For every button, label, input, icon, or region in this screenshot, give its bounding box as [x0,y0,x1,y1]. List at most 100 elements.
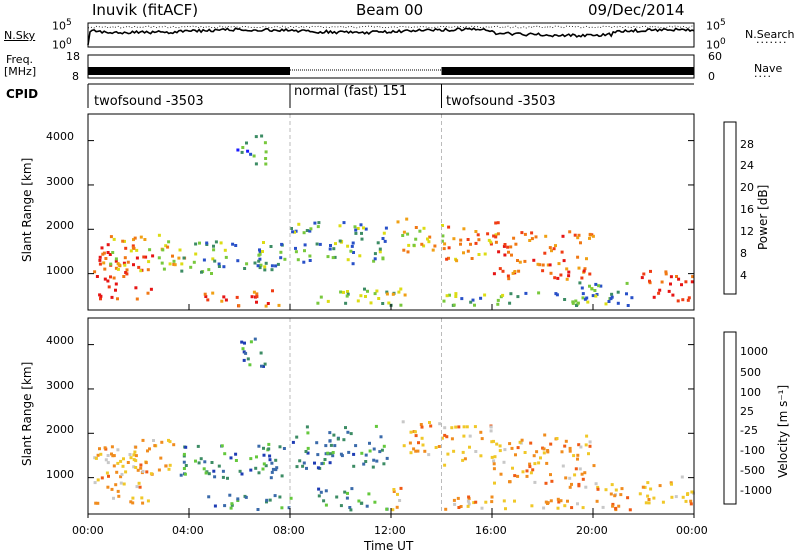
heatmap-cell [557,262,561,266]
heatmap-cell [213,475,217,479]
heatmap-cell [644,501,648,505]
heatmap-cell [140,496,144,500]
power-ytick-3000: 3000 [46,175,74,188]
heatmap-cell [401,234,405,237]
heatmap-cell [339,452,343,456]
heatmap-cell [268,454,272,458]
power-cbar-tick-8: 8 [740,247,747,260]
heatmap-cell [360,231,363,235]
heatmap-cell [423,449,427,453]
heatmap-cell [303,243,307,247]
power-cbar-tick-12: 12 [740,225,754,238]
heatmap-cell [524,291,528,295]
heatmap-cell [532,454,536,458]
heatmap-cell [452,303,456,307]
heatmap-cell [454,425,458,429]
heatmap-cell [242,358,246,362]
heatmap-cell [109,235,113,239]
heatmap-cell [461,450,465,454]
power-cbar-frame [723,121,737,295]
nsky-label: N.Sky [4,29,36,42]
heatmap-cell [462,434,466,438]
heatmap-cell [545,461,549,465]
heatmap-cell [167,438,170,442]
heatmap-cell [109,275,112,279]
heatmap-cell [554,244,557,248]
heatmap-cell [360,237,364,241]
heatmap-cell [588,272,592,276]
heatmap-cell [243,341,246,345]
heatmap-cell [235,295,239,299]
heatmap-cell [264,261,268,265]
heatmap-cell [549,271,553,275]
heatmap-cell [222,295,226,299]
heatmap-cell [263,141,267,145]
heatmap-cell [202,258,206,262]
heatmap-cell [212,248,216,252]
heatmap-cell [556,276,560,280]
heatmap-cell [112,454,116,458]
heatmap-cell [289,496,293,500]
heatmap-cell [134,466,138,469]
heatmap-cell [346,430,350,434]
heatmap-cell [512,236,516,240]
heatmap-cell [338,224,342,228]
heatmap-cell [541,263,545,267]
heatmap-cell [123,256,127,260]
heatmap-cell [443,463,447,467]
heatmap-cell [455,259,459,263]
heatmap-cell [342,438,346,442]
heatmap-cell [607,300,611,303]
heatmap-cell [381,257,385,261]
heatmap-cell [474,450,478,453]
heatmap-cell [513,474,517,478]
heatmap-cell [264,162,268,166]
heatmap-cell [308,259,312,262]
heatmap-cell [108,253,112,256]
heatmap-cell [544,481,548,485]
heatmap-cell [320,462,324,466]
heatmap-cell [574,467,578,471]
heatmap-cell [528,462,532,466]
heatmap-cell [324,444,328,448]
heatmap-cell [440,436,444,440]
heatmap-cell [294,250,298,254]
heatmap-cell [548,246,552,250]
heatmap-cell [95,275,99,278]
heatmap-cell [647,501,651,505]
heatmap-cell [643,485,647,489]
heatmap-cell [230,502,234,506]
heatmap-cell [502,499,506,503]
heatmap-cell [567,270,571,274]
heatmap-cell [581,292,585,296]
heatmap-cell [96,478,100,482]
heatmap-cell [581,477,585,481]
heatmap-cell [487,238,491,242]
heatmap-cell [649,487,653,491]
heatmap-cell [584,485,588,489]
heatmap-cell [287,506,291,510]
heatmap-cell [588,232,592,236]
heatmap-cell [548,263,552,267]
heatmap-cell [507,277,511,281]
heatmap-cell [445,435,449,439]
heatmap-cell [278,495,282,499]
heatmap-cell [646,494,650,498]
heatmap-cell [468,434,472,438]
heatmap-cell [139,463,143,467]
heatmap-cell [576,255,580,259]
heatmap-cell [669,282,672,286]
heatmap-cell [560,250,564,254]
heatmap-cell [382,444,386,448]
heatmap-cell [513,270,517,273]
heatmap-cell [427,240,431,244]
heatmap-cell [98,255,102,259]
heatmap-cell [331,451,335,454]
heatmap-cell [257,259,261,263]
heatmap-cell [277,303,281,307]
heatmap-cell [132,263,135,267]
heatmap-cell [132,465,136,469]
heatmap-cell [137,481,141,485]
heatmap-cell [374,424,378,428]
heatmap-cell [507,250,510,254]
